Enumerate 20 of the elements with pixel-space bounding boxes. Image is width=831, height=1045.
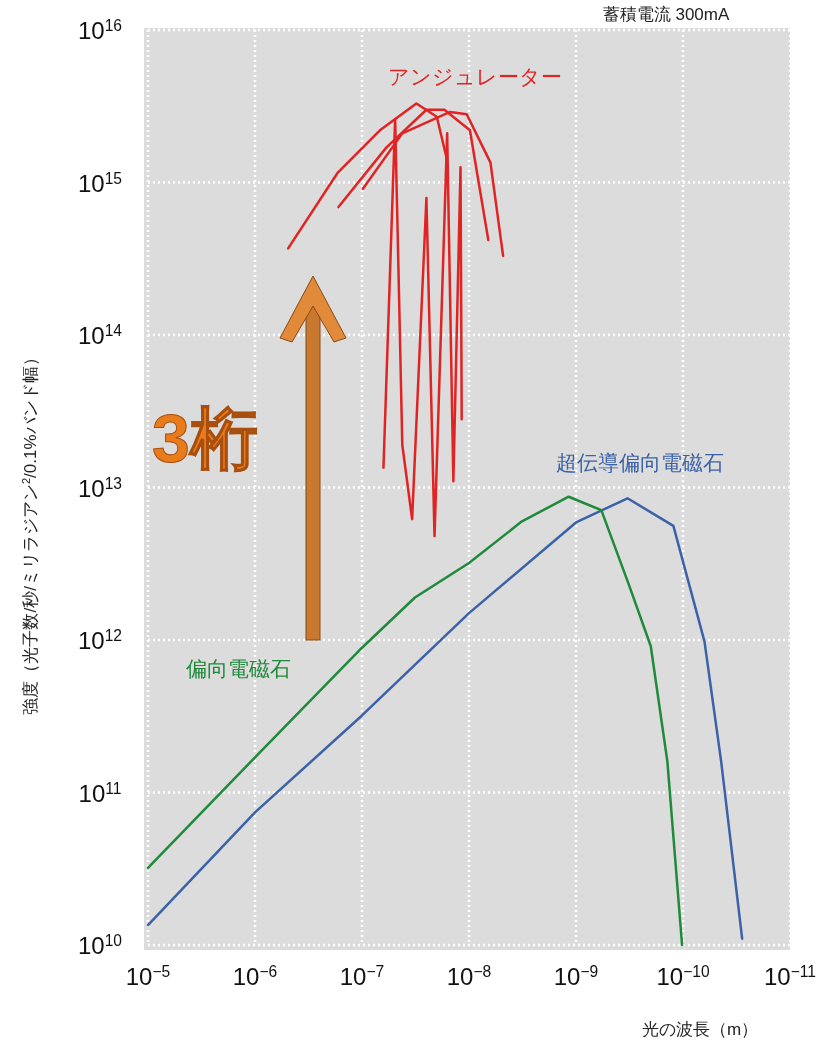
- chart-subtitle: 蓄積電流 300mA: [602, 5, 730, 24]
- annotation: 3桁: [152, 400, 258, 476]
- y-tick-label: 10$^{11}$: [78, 779, 122, 807]
- y-tick-label: 10$^{14}$: [77, 321, 123, 349]
- y-tick-label: 10$^{15}$: [77, 169, 123, 197]
- x-tick-label: 10$^{−9}$: [553, 962, 599, 990]
- y-tick-label: 10$^{13}$: [77, 474, 123, 502]
- series-label: アンジュレーター: [388, 65, 562, 88]
- x-axis-title: 光の波長（m）: [641, 1020, 759, 1039]
- x-tick-label: 10$^{−6}$: [232, 962, 278, 990]
- y-tick-label: 10$^{16}$: [77, 16, 123, 44]
- x-tick-label: 10$^{−11}$: [764, 962, 816, 990]
- x-tick-label: 10$^{−5}$: [125, 962, 171, 990]
- series-label: 偏向電磁石: [185, 657, 291, 680]
- x-tick-label: 10$^{−7}$: [339, 962, 385, 990]
- y-tick-label: 10$^{10}$: [77, 931, 123, 959]
- series-label: 超伝導偏向電磁石: [556, 451, 724, 474]
- y-tick-label: 10$^{12}$: [77, 626, 123, 654]
- x-tick-label: 10$^{−8}$: [446, 962, 492, 990]
- x-tick-label: 10$^{−10}$: [656, 962, 710, 990]
